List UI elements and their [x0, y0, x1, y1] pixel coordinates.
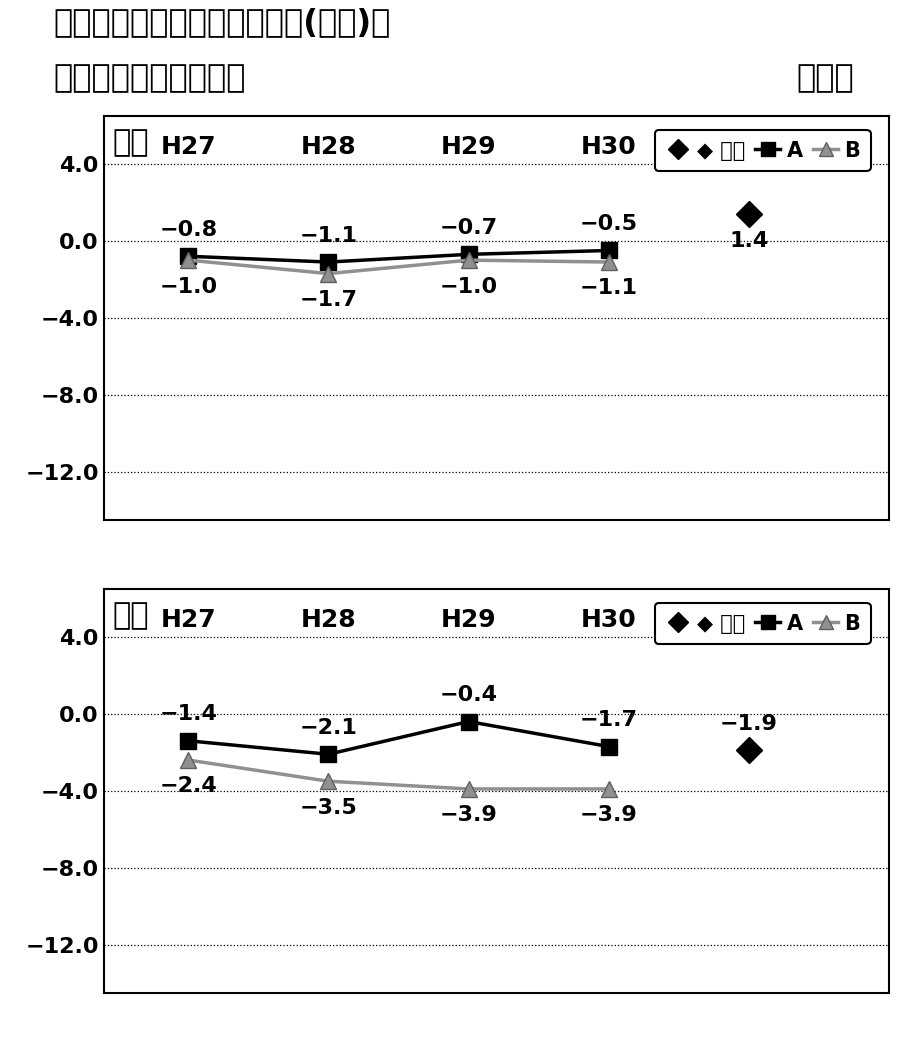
Legend: ◆ 算数, A, B: ◆ 算数, A, B — [655, 603, 871, 644]
Text: −1.0: −1.0 — [160, 276, 218, 296]
Text: −0.5: −0.5 — [580, 214, 638, 234]
Text: H30: H30 — [580, 607, 637, 632]
Text: −1.9: −1.9 — [720, 714, 777, 734]
Text: H27: H27 — [161, 135, 216, 159]
Text: −1.1: −1.1 — [580, 279, 638, 298]
Text: −1.4: −1.4 — [160, 704, 218, 724]
Text: −3.9: −3.9 — [580, 805, 638, 825]
Text: −0.4: −0.4 — [440, 685, 498, 705]
Text: H31(R1): H31(R1) — [691, 135, 806, 159]
Text: −1.0: −1.0 — [440, 276, 498, 296]
Text: −3.5: −3.5 — [299, 798, 357, 818]
Text: 算数: 算数 — [112, 601, 149, 630]
Text: −0.7: −0.7 — [440, 218, 498, 238]
Text: −1.7: −1.7 — [299, 290, 357, 310]
Text: −0.8: −0.8 — [160, 220, 218, 240]
Text: H28: H28 — [300, 135, 356, 159]
Text: H29: H29 — [441, 135, 496, 159]
Text: −1.7: −1.7 — [580, 710, 638, 730]
Text: 1.4: 1.4 — [729, 231, 768, 251]
Text: 国語: 国語 — [112, 128, 149, 157]
Text: 釧路管内の平均正答率－全国(公立)の: 釧路管内の平均正答率－全国(公立)の — [53, 7, 390, 38]
Text: H31(R1): H31(R1) — [691, 607, 806, 632]
Text: H27: H27 — [161, 607, 216, 632]
Text: 平均正答率の経年変化: 平均正答率の経年変化 — [53, 63, 246, 94]
Legend: ◆ 国語, A, B: ◆ 国語, A, B — [655, 130, 871, 171]
Text: −2.4: −2.4 — [160, 777, 218, 797]
Text: H28: H28 — [300, 607, 356, 632]
Text: −2.1: −2.1 — [299, 718, 357, 738]
Text: −1.1: −1.1 — [299, 226, 357, 246]
Text: 小学校: 小学校 — [796, 63, 854, 94]
Text: −3.9: −3.9 — [440, 805, 497, 825]
Text: H30: H30 — [580, 135, 637, 159]
Text: H29: H29 — [441, 607, 496, 632]
